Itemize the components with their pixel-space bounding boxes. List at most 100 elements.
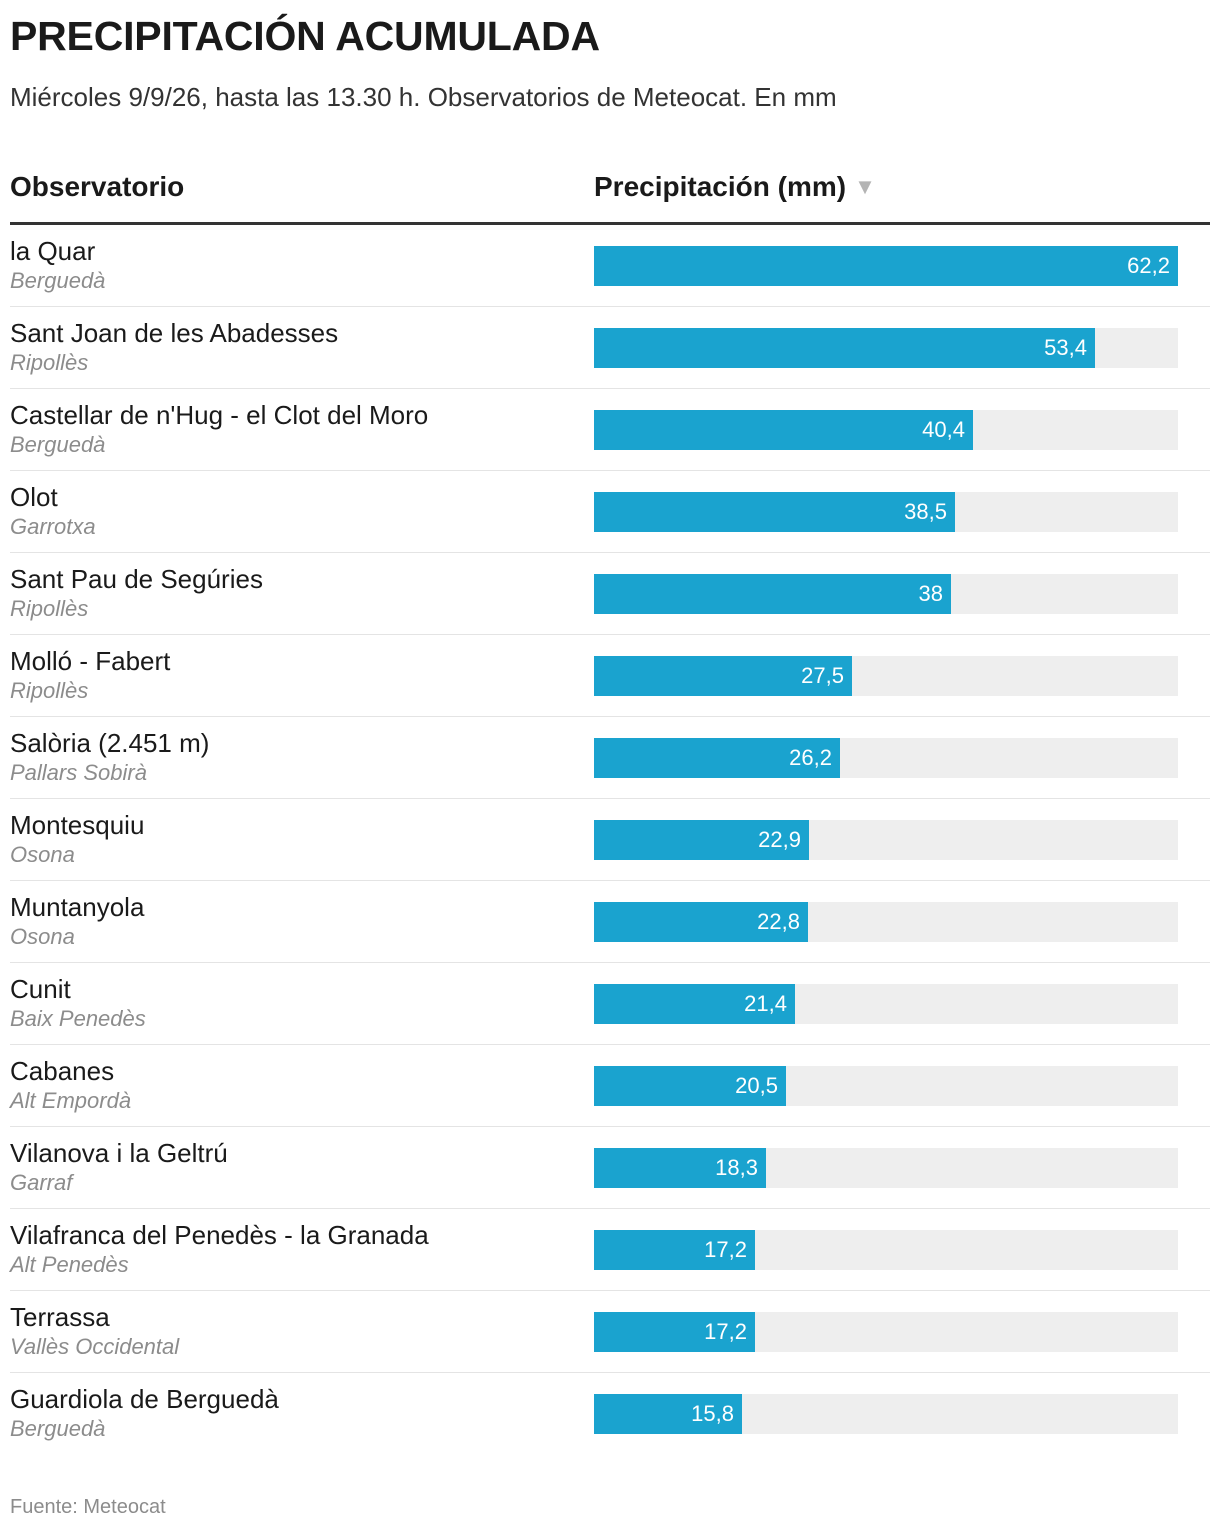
bar-track: 53,4 [594, 328, 1178, 368]
table-row: la Quar Berguedà 62,2 [10, 225, 1210, 307]
bar-value-label: 18,3 [715, 1155, 758, 1180]
bar-value-label: 26,2 [789, 745, 832, 770]
bar-track: 40,4 [594, 410, 1178, 450]
observatory-name: Olot [10, 482, 58, 512]
column-header-precipitacion[interactable]: Precipitación (mm) ▼ [594, 170, 876, 204]
observatory-region: Ripollès [10, 678, 89, 703]
observatory-region: Alt Penedès [10, 1252, 129, 1277]
table-row: Sant Pau de Segúries Ripollès 38 [10, 553, 1210, 635]
observatory-name: Vilafranca del Penedès - la Granada [10, 1220, 429, 1250]
bar-value-label: 15,8 [691, 1401, 734, 1426]
observatory-region: Ripollès [10, 350, 89, 375]
table-row: Muntanyola Osona 22,8 [10, 881, 1210, 963]
observatory-region: Berguedà [10, 432, 106, 457]
table-row: Montesquiu Osona 22,9 [10, 799, 1210, 881]
bar-value-label: 38 [918, 581, 943, 606]
observatory-region: Baix Penedès [10, 1006, 146, 1031]
observatory-name: Sant Pau de Segúries [10, 564, 263, 594]
bar-value-label: 17,2 [704, 1319, 747, 1344]
bar [594, 738, 840, 778]
table-row: Cunit Baix Penedès 21,4 [10, 963, 1210, 1045]
bar [594, 902, 808, 942]
source-note: Fuente: Meteocat [10, 1496, 166, 1518]
bar-track: 27,5 [594, 656, 1178, 696]
header-divider [10, 222, 1210, 225]
column-header-precipitacion-label: Precipitación (mm) [594, 171, 847, 202]
bar-value-label: 21,4 [744, 991, 787, 1016]
bar [594, 1394, 742, 1434]
observatory-name: Montesquiu [10, 810, 145, 840]
table-row: Molló - Fabert Ripollès 27,5 [10, 635, 1210, 717]
observatory-region: Berguedà [10, 1416, 106, 1441]
observatory-name: Muntanyola [10, 892, 145, 922]
table-row: Terrassa Vallès Occidental 17,2 [10, 1291, 1210, 1373]
bar-track: 17,2 [594, 1312, 1178, 1352]
bar-value-label: 38,5 [904, 499, 947, 524]
bar [594, 1066, 786, 1106]
observatory-name: Salòria (2.451 m) [10, 728, 210, 758]
observatory-name: Molló - Fabert [10, 646, 171, 676]
observatory-region: Vallès Occidental [10, 1334, 180, 1359]
bar-value-label: 22,9 [758, 827, 801, 852]
observatory-name: Vilanova i la Geltrú [10, 1138, 228, 1168]
bar-value-label: 27,5 [801, 663, 844, 688]
bar-track: 21,4 [594, 984, 1178, 1024]
observatory-region: Osona [10, 924, 75, 949]
bar-track: 18,3 [594, 1148, 1178, 1188]
table-row: Salòria (2.451 m) Pallars Sobirà 26,2 [10, 717, 1210, 799]
observatory-name: la Quar [10, 236, 96, 266]
table-row: Cabanes Alt Empordà 20,5 [10, 1045, 1210, 1127]
observatory-name: Castellar de n'Hug - el Clot del Moro [10, 400, 429, 430]
observatory-region: Pallars Sobirà [10, 760, 147, 785]
bar [594, 820, 809, 860]
bar-value-label: 62,2 [1127, 253, 1170, 278]
bar-track: 38 [594, 574, 1178, 614]
bar [594, 984, 795, 1024]
bar [594, 328, 1095, 368]
chart-subtitle: Miércoles 9/9/26, hasta las 13.30 h. Obs… [10, 82, 837, 112]
observatory-name: Cabanes [10, 1056, 115, 1086]
observatory-name: Terrassa [10, 1302, 110, 1332]
bar-track: 62,2 [594, 246, 1178, 286]
table-row: Olot Garrotxa 38,5 [10, 471, 1210, 553]
bar-track: 20,5 [594, 1066, 1178, 1106]
observatory-name: Cunit [10, 974, 71, 1004]
bar-track: 22,9 [594, 820, 1178, 860]
bar-track: 17,2 [594, 1230, 1178, 1270]
observatory-region: Garrotxa [10, 514, 96, 539]
bar [594, 656, 852, 696]
bar [594, 410, 973, 450]
table-row: Vilanova i la Geltrú Garraf 18,3 [10, 1127, 1210, 1209]
bar-track: 26,2 [594, 738, 1178, 778]
bar-track: 15,8 [594, 1394, 1178, 1434]
column-header-observatorio-label: Observatorio [10, 171, 185, 202]
observatory-region: Berguedà [10, 268, 106, 293]
observatory-region: Alt Empordà [10, 1088, 132, 1113]
bar-value-label: 53,4 [1044, 335, 1087, 360]
chart-title: PRECIPITACIÓN ACUMULADA [10, 13, 600, 59]
bar [594, 246, 1178, 286]
bar-value-label: 20,5 [735, 1073, 778, 1098]
bar [594, 492, 955, 532]
observatory-region: Ripollès [10, 596, 89, 621]
bar-value-label: 17,2 [704, 1237, 747, 1262]
table-row: Guardiola de Berguedà Berguedà 15,8 [10, 1373, 1210, 1455]
bar [594, 1312, 755, 1352]
bar-track: 22,8 [594, 902, 1178, 942]
observatory-region: Garraf [10, 1170, 73, 1195]
table-row: Vilafranca del Penedès - la Granada Alt P… [10, 1209, 1210, 1291]
sort-desc-triangle-icon[interactable]: ▼ [854, 174, 876, 199]
bar-track: 38,5 [594, 492, 1178, 532]
bar-value-label: 40,4 [922, 417, 965, 442]
bar-value-label: 22,8 [757, 909, 800, 934]
bar [594, 574, 951, 614]
observatory-name: Guardiola de Berguedà [10, 1384, 279, 1414]
table-row: Sant Joan de les Abadesses Ripollès 53,4 [10, 307, 1210, 389]
observatory-name: Sant Joan de les Abadesses [10, 318, 339, 348]
column-header-observatorio[interactable]: Observatorio [10, 170, 184, 204]
bar [594, 1148, 766, 1188]
observatory-region: Osona [10, 842, 75, 867]
table-row: Castellar de n'Hug - el Clot del Moro Ber… [10, 389, 1210, 471]
bar [594, 1230, 755, 1270]
